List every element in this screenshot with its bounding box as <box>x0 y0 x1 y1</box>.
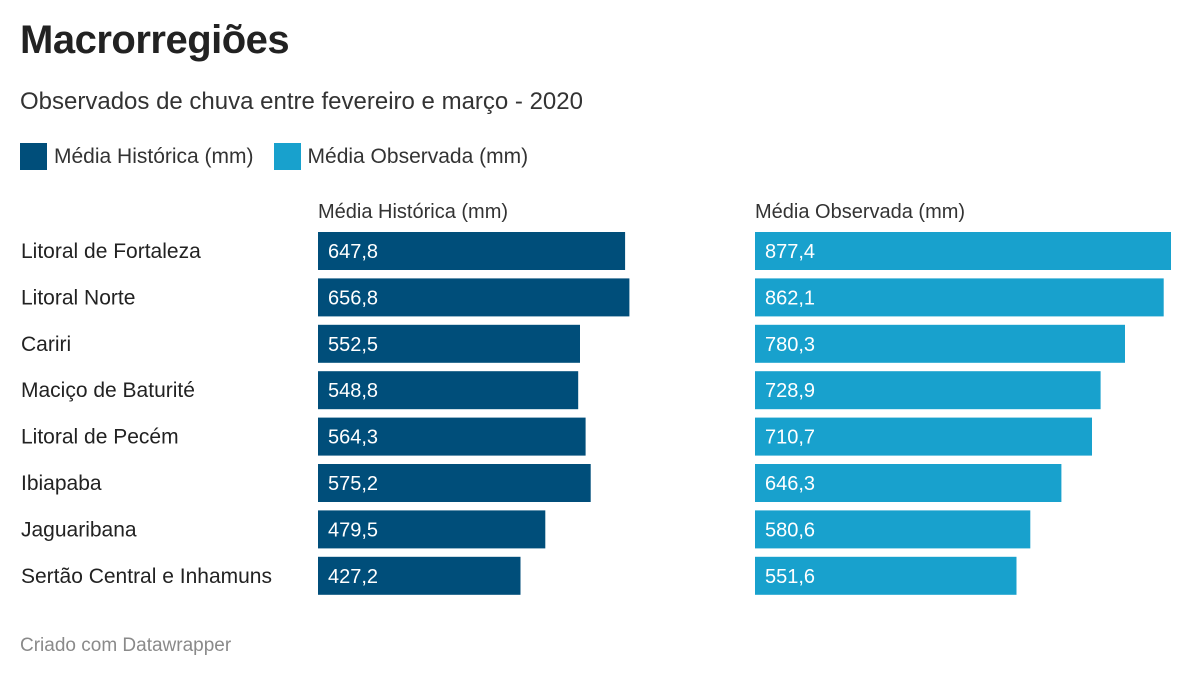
bar-0 <box>318 556 521 595</box>
bar-1 <box>755 556 1017 595</box>
data-label-1: 551,6 <box>765 566 815 588</box>
legend-item-observada: Média Observada (mm) <box>273 143 529 170</box>
footer-credit: Criado com Datawrapper <box>20 635 232 656</box>
bar-1 <box>755 464 1062 502</box>
category-label: Maciço de Baturité <box>21 379 195 402</box>
bar-1 <box>755 510 1031 549</box>
data-label-0: 564,3 <box>328 427 378 449</box>
legend-label-observada: Média Observada (mm) <box>307 144 529 168</box>
data-label-1: 646,3 <box>765 473 815 495</box>
bar-0 <box>318 371 579 410</box>
data-label-0: 656,8 <box>328 287 378 309</box>
category-label: Litoral de Pecém <box>21 426 179 449</box>
bar-1 <box>755 278 1164 317</box>
data-label-0: 552,5 <box>328 334 378 356</box>
bar-chart: Média Histórica (mm) Média Observada (mm)… <box>21 201 1171 595</box>
category-label: Ibiapaba <box>21 472 102 495</box>
bar-1 <box>755 324 1125 363</box>
bar-0 <box>318 417 586 456</box>
category-label: Sertão Central e Inhamuns <box>21 565 272 588</box>
data-label-1: 862,1 <box>765 287 815 309</box>
data-label-1: 710,7 <box>765 427 815 449</box>
bar-0 <box>318 464 591 502</box>
bar-1 <box>755 232 1171 270</box>
data-label-1: 877,4 <box>765 241 815 263</box>
category-label: Jaguaribana <box>21 518 137 541</box>
legend-swatch-historica <box>20 143 47 170</box>
data-label-0: 548,8 <box>328 380 378 402</box>
column-header-1: Média Observada (mm) <box>755 201 965 223</box>
category-label: Litoral Norte <box>21 286 135 309</box>
bar-1 <box>755 417 1092 456</box>
data-label-0: 479,5 <box>328 519 378 541</box>
data-label-1: 728,9 <box>765 380 815 402</box>
category-label: Litoral de Fortaleza <box>21 240 201 263</box>
data-label-1: 580,6 <box>765 519 815 541</box>
bar-0 <box>318 278 630 317</box>
category-label: Cariri <box>21 333 71 356</box>
bar-0 <box>318 232 626 270</box>
bar-0 <box>318 510 546 549</box>
data-label-0: 575,2 <box>328 473 378 495</box>
legend: Média Histórica (mm) Média Observada (mm… <box>20 143 548 170</box>
chart-title: Macrorregiões <box>20 18 290 62</box>
data-label-0: 647,8 <box>328 241 378 263</box>
legend-label-historica: Média Histórica (mm) <box>54 144 254 168</box>
data-label-0: 427,2 <box>328 566 378 588</box>
legend-item-historica: Média Histórica (mm) <box>20 143 254 170</box>
chart-subtitle: Observados de chuva entre fevereiro e ma… <box>20 88 583 115</box>
legend-swatch-observada <box>273 143 301 170</box>
bar-1 <box>755 371 1101 410</box>
bar-0 <box>318 324 580 363</box>
column-header-0: Média Histórica (mm) <box>318 201 508 223</box>
data-label-1: 780,3 <box>765 334 815 356</box>
